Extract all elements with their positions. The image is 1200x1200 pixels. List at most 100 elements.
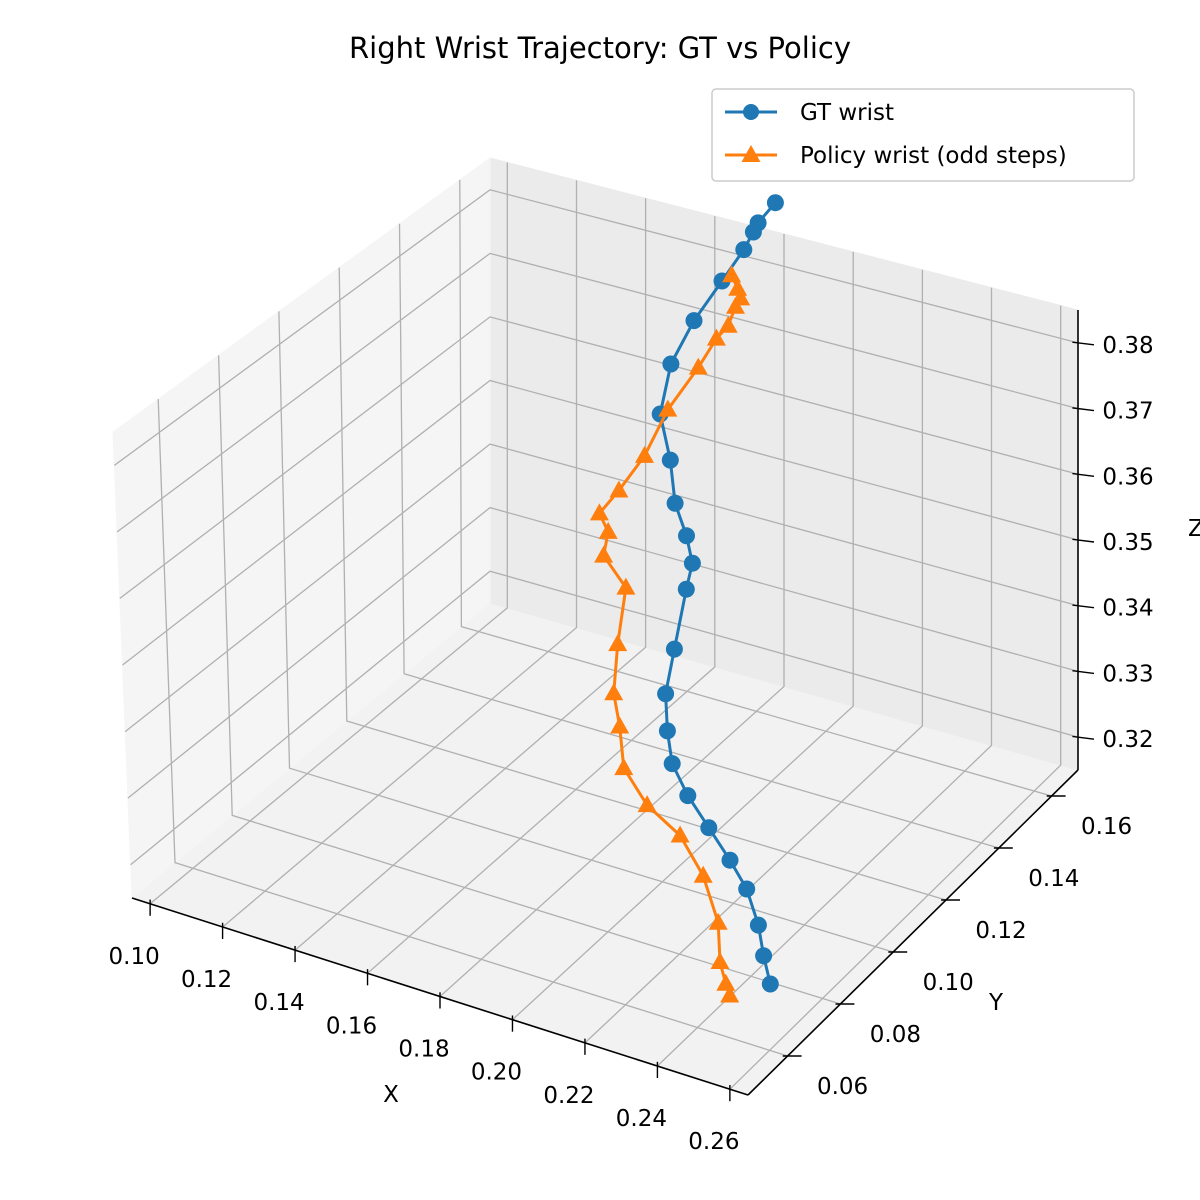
x-grid-line <box>149 162 508 905</box>
data-point-circle <box>735 241 753 259</box>
z-tick-label: 0.38 <box>1102 333 1153 359</box>
z-grid-line <box>114 189 1079 466</box>
x-tick-label: 0.10 <box>109 944 160 970</box>
pane-left <box>112 157 491 900</box>
x-tick-label: 0.12 <box>181 967 232 993</box>
z-grid-line <box>116 252 1079 533</box>
data-point-circle <box>761 975 779 993</box>
data-point-triangle <box>658 399 678 417</box>
z-tick-label: 0.36 <box>1102 464 1153 490</box>
z-tick <box>1072 538 1095 543</box>
data-point-circle <box>700 819 718 837</box>
y-grid-line <box>459 179 1052 797</box>
data-point-triangle <box>604 683 624 701</box>
y-tick-label: 0.14 <box>1028 866 1079 892</box>
tick-marks <box>149 341 1095 1102</box>
y-grid-line <box>278 311 894 953</box>
data-point-triangle <box>688 357 708 375</box>
y-tick-label: 0.12 <box>975 918 1026 944</box>
data-point-circle <box>658 722 676 740</box>
data-point-circle <box>755 947 773 965</box>
x-tick-label: 0.20 <box>471 1060 522 1086</box>
data-point-triangle <box>731 288 751 306</box>
data-point-triangle <box>728 278 748 296</box>
x-tick-label: 0.26 <box>688 1129 739 1155</box>
z-tick-label: 0.33 <box>1102 661 1153 687</box>
z-tick <box>1072 735 1095 740</box>
y-grid-line <box>157 399 788 1057</box>
data-point-triangle <box>722 265 742 283</box>
legend-label-policy: Policy wrist (odd steps) <box>800 143 1067 169</box>
z-tick <box>1072 472 1095 477</box>
chart-title: Right Wrist Trajectory: GT vs Policy <box>349 31 851 65</box>
data-point-triangle <box>609 480 629 498</box>
x-grid-line <box>729 305 1062 1090</box>
data-point-circle <box>738 880 756 898</box>
data-point-circle <box>657 685 675 703</box>
data-point-triangle <box>706 328 726 346</box>
z-grid-line <box>119 316 1079 599</box>
x-tick-label: 0.16 <box>326 1013 377 1039</box>
y-tick-label: 0.16 <box>1081 814 1132 840</box>
data-point-circle <box>749 214 767 232</box>
series-0 <box>651 194 784 993</box>
x-grid-line <box>294 198 647 951</box>
data-point-circle <box>666 494 684 512</box>
y-grid-line <box>217 355 841 1005</box>
y-tick-label: 0.08 <box>870 1022 921 1048</box>
y-grid-line <box>338 267 947 901</box>
data-point-circle <box>683 554 701 572</box>
legend-frame <box>711 88 1135 182</box>
data-point-circle <box>721 851 739 869</box>
data-point-triangle <box>718 315 738 333</box>
x-grid-line <box>367 216 716 974</box>
data-point-circle <box>685 312 703 330</box>
series-1 <box>589 265 751 1003</box>
data-point-circle <box>677 580 695 598</box>
x-tick-label: 0.24 <box>616 1106 667 1132</box>
legend-label-gt: GT wrist <box>800 100 894 126</box>
data-point-triangle <box>710 952 730 969</box>
z-tick-label: 0.34 <box>1102 596 1153 622</box>
z-tick-label: 0.32 <box>1102 727 1153 753</box>
z-tick-label: 0.37 <box>1102 399 1153 425</box>
data-point-triangle <box>637 795 657 813</box>
data-point-triangle <box>608 634 628 652</box>
data-point-triangle <box>589 503 609 521</box>
data-point-circle <box>679 787 697 805</box>
data-point-circle <box>678 527 695 545</box>
series-layer <box>589 194 784 1003</box>
legend: GT wrist Policy wrist (odd steps) <box>711 88 1135 182</box>
z-grid-line <box>124 443 1079 733</box>
data-point-triangle <box>720 985 740 1003</box>
y-grid-line <box>398 223 999 849</box>
y-tick-label: 0.10 <box>923 970 974 996</box>
data-point-triangle <box>610 716 630 734</box>
data-point-triangle <box>708 912 728 930</box>
x-grid-line <box>512 251 854 1021</box>
x-tick-label: 0.14 <box>253 990 304 1016</box>
data-point-triangle <box>616 577 636 595</box>
legend-marker-gt <box>743 104 759 120</box>
x-axis-label: X <box>383 1082 399 1108</box>
data-point-circle <box>766 194 784 212</box>
data-point-triangle <box>693 865 713 883</box>
x-grid-line <box>222 180 578 928</box>
legend-marker-policy <box>741 145 761 162</box>
data-point-circle <box>662 355 680 373</box>
data-point-triangle <box>614 758 634 776</box>
tick-labels: 0.100.120.140.160.180.200.220.240.260.06… <box>109 333 1154 1155</box>
data-point-circle <box>661 451 679 469</box>
y-axis-line <box>747 769 1079 1096</box>
y-axis-label: Y <box>988 990 1004 1016</box>
z-grid-line <box>127 506 1079 799</box>
data-point-circle <box>665 640 683 658</box>
x-tick-label: 0.18 <box>398 1037 449 1063</box>
data-point-circle <box>663 755 681 773</box>
z-tick-label: 0.35 <box>1102 530 1153 556</box>
z-tick <box>1072 341 1095 346</box>
data-point-triangle <box>716 973 736 991</box>
x-tick-label: 0.22 <box>543 1083 594 1109</box>
x-grid-line <box>584 269 924 1044</box>
